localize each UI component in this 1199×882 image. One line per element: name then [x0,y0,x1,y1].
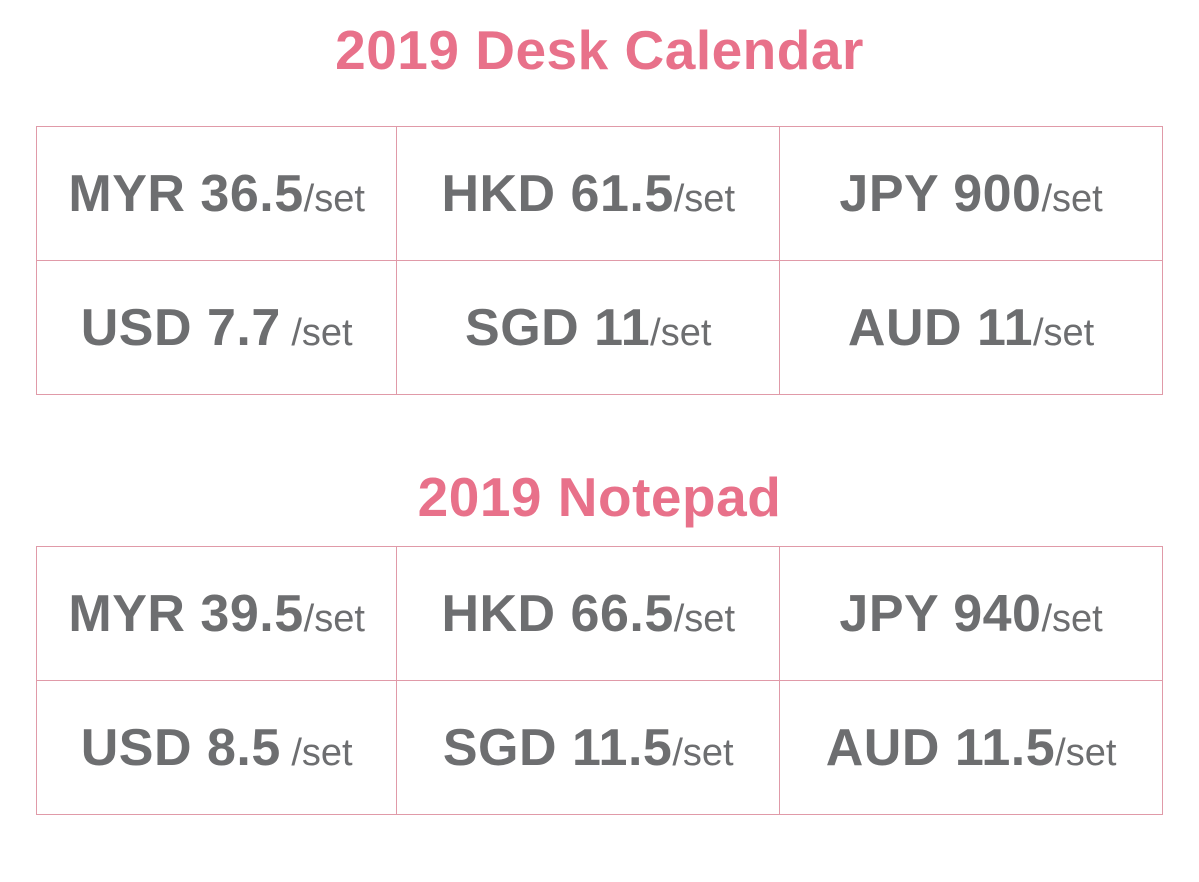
price-unit: /set [1055,731,1117,774]
table-row: USD 7.7 /set SGD 11/set AUD 11/set [35,260,1163,395]
price-value: SGD 11.5 [442,718,673,777]
notepad-title: 2019 Notepad [417,466,782,528]
price-unit: /set [672,731,734,774]
table-row: MYR 39.5/set HKD 66.5/set JPY 940/set [35,546,1163,681]
price-unit: /set [1032,311,1095,354]
price-cell-jpy-desk-calendar: JPY 900/set [779,126,1163,261]
price-cell-usd-desk-calendar: USD 7.7 /set [35,260,398,395]
price-cell-hkd-notepad: HKD 66.5/set [396,546,781,681]
price-value: AUD 11.5 [825,718,1056,777]
price-unit: /set [1041,177,1103,220]
price-value: AUD 11 [847,298,1033,357]
price-value: USD 7.7 [80,298,281,357]
price-value: USD 8.5 [80,718,281,777]
price-cell-myr-desk-calendar: MYR 36.5/set [35,126,398,261]
price-value: HKD 66.5 [441,584,674,643]
desk-calendar-price-table: MYR 36.5/set HKD 61.5/set JPY 900/set US… [35,126,1163,395]
price-unit: /set [673,597,735,640]
notepad-price-table: MYR 39.5/set HKD 66.5/set JPY 940/set US… [35,546,1163,815]
price-value: MYR 39.5 [68,584,304,643]
price-cell-myr-notepad: MYR 39.5/set [35,546,398,681]
price-cell-jpy-notepad: JPY 940/set [779,546,1163,681]
desk-calendar-title: 2019 Desk Calendar [335,19,864,81]
pricing-sheet: 2019 Desk Calendar MYR 36.5/set HKD 61.5… [0,18,1199,882]
price-cell-sgd-desk-calendar: SGD 11/set [396,260,781,395]
price-cell-usd-notepad: USD 8.5 /set [35,680,398,815]
price-value: SGD 11 [465,298,651,357]
price-cell-hkd-desk-calendar: HKD 61.5/set [396,126,781,261]
price-cell-aud-desk-calendar: AUD 11/set [779,260,1163,395]
price-unit: /set [303,177,365,220]
price-cell-sgd-notepad: SGD 11.5/set [396,680,781,815]
price-unit: /set [303,597,365,640]
table-row: USD 8.5 /set SGD 11.5/set AUD 11.5/set [35,680,1163,815]
price-unit: /set [650,311,712,354]
price-value: JPY 940 [839,584,1042,643]
price-unit: /set [673,177,735,220]
price-unit: /set [280,731,353,774]
price-unit: /set [280,311,353,354]
price-value: HKD 61.5 [441,164,674,223]
price-unit: /set [1041,597,1103,640]
table-row: MYR 36.5/set HKD 61.5/set JPY 900/set [35,126,1163,261]
price-value: MYR 36.5 [68,164,304,223]
price-cell-aud-notepad: AUD 11.5/set [779,680,1163,815]
price-value: JPY 900 [839,164,1042,223]
